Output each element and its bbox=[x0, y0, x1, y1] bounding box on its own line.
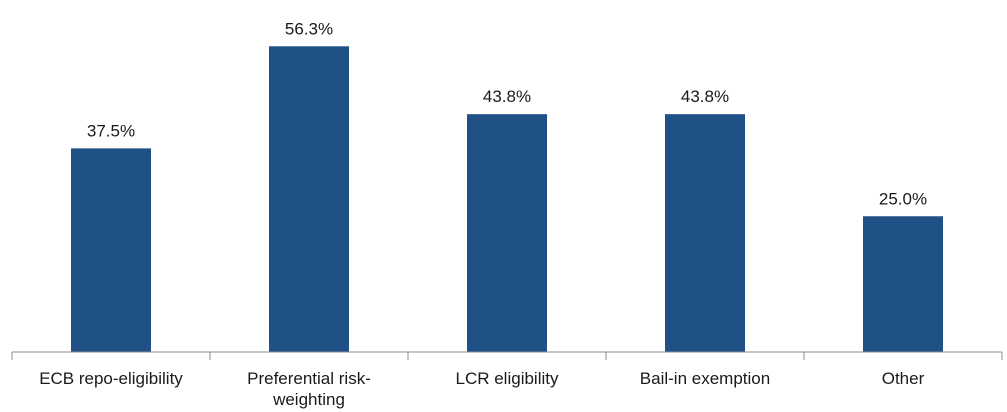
data-labels-group: 37.5% 56.3% 43.8% 43.8% 25.0% bbox=[87, 19, 927, 208]
data-label: 43.8% bbox=[681, 87, 729, 106]
bar bbox=[71, 148, 151, 352]
x-tick-label: Other bbox=[882, 369, 925, 388]
bar bbox=[269, 46, 349, 352]
x-tick-label-line: Other bbox=[882, 369, 925, 388]
bar bbox=[467, 114, 547, 352]
x-tick-label: ECB repo-eligibility bbox=[39, 369, 183, 388]
data-label: 25.0% bbox=[879, 189, 927, 208]
data-label: 37.5% bbox=[87, 121, 135, 140]
x-tick-label-line: ECB repo-eligibility bbox=[39, 369, 183, 388]
x-tick-label-line: LCR eligibility bbox=[456, 369, 559, 388]
x-tick-label-line: Preferential risk- bbox=[247, 369, 371, 388]
data-label: 56.3% bbox=[285, 19, 333, 38]
data-label: 43.8% bbox=[483, 87, 531, 106]
x-tick-label-line: Bail-in exemption bbox=[640, 369, 770, 388]
x-tick-label: Bail-in exemption bbox=[640, 369, 770, 388]
x-tick-label: Preferential risk-weighting bbox=[247, 369, 371, 409]
bar bbox=[665, 114, 745, 352]
bar bbox=[863, 216, 943, 352]
x-axis bbox=[11, 351, 1003, 360]
x-tick-label: LCR eligibility bbox=[456, 369, 559, 388]
x-tick-label-line: weighting bbox=[272, 390, 345, 409]
bars-group bbox=[71, 46, 943, 352]
x-tick-labels-group: ECB repo-eligibility Preferential risk-we… bbox=[39, 369, 924, 409]
